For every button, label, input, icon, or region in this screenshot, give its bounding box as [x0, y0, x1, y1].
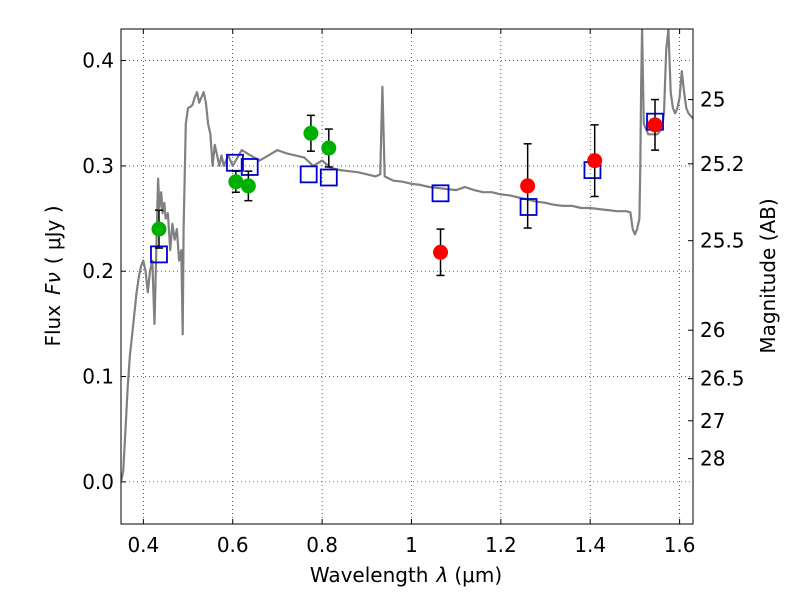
template-spectrum-line	[121, 29, 693, 483]
right-tick-label: 27	[700, 409, 725, 433]
red-data-point	[520, 178, 536, 194]
x-tick-label: 1.4	[574, 533, 606, 557]
y-tick-label: 0.1	[82, 365, 114, 389]
y-tick-label: 0.4	[82, 49, 114, 73]
x-axis-label-symbol: λ	[436, 563, 449, 587]
x-axis-label-unit: (μm)	[454, 563, 502, 587]
model-square-point	[431, 184, 450, 203]
red-data-point	[433, 244, 449, 260]
y-tick-label: 0.3	[82, 154, 114, 178]
right-tick-label: 25.2	[700, 152, 745, 176]
green-data-point	[228, 174, 244, 190]
green-data-point	[240, 178, 256, 194]
right-tick-label: 26	[700, 318, 725, 342]
y-axis-label: Flux Fν ( μJy )	[41, 205, 65, 346]
right-tick-label: 28	[700, 447, 725, 471]
green-data-point	[303, 125, 319, 141]
model-square-point	[519, 198, 538, 216]
x-tick-label: 1.2	[485, 533, 517, 557]
x-axis-label: Wavelength λ (μm)	[310, 563, 502, 587]
model-square-point	[319, 168, 338, 187]
y-tick-label: 0.2	[82, 259, 114, 283]
x-axis-label-text: Wavelength	[310, 563, 429, 587]
plot-frame	[120, 28, 694, 525]
y-tick-label: 0.0	[82, 470, 114, 494]
y-axis-label-text: Flux	[41, 305, 65, 347]
x-tick-label: 0.8	[306, 533, 338, 557]
data-layer	[121, 29, 693, 483]
green-data-point	[321, 140, 337, 156]
y-axis-label-unit: ( μJy )	[41, 205, 65, 264]
right-tick-label: 26.5	[700, 367, 745, 391]
model-square-point	[240, 158, 259, 176]
red-data-point	[587, 153, 603, 169]
y-axis-label-symbol: Fν	[41, 272, 65, 295]
x-tick-label: 0.4	[127, 533, 159, 557]
model-square-point	[299, 165, 318, 184]
green-data-point	[151, 221, 167, 237]
axis-ticks: 0.4 0.6 0.8 1 1.2 1.4 1.6 0.0 0.1 0.2 0.3 0.4 25 25.2…	[82, 29, 745, 557]
x-tick-label: 1.6	[664, 533, 696, 557]
right-tick-label: 25.5	[700, 229, 745, 253]
right-tick-label: 25	[700, 88, 725, 112]
x-tick-label: 1	[405, 533, 418, 557]
x-tick-label: 0.6	[217, 533, 249, 557]
right-axis-label: Magnitude (AB)	[756, 198, 780, 353]
red-data-point	[647, 117, 663, 133]
